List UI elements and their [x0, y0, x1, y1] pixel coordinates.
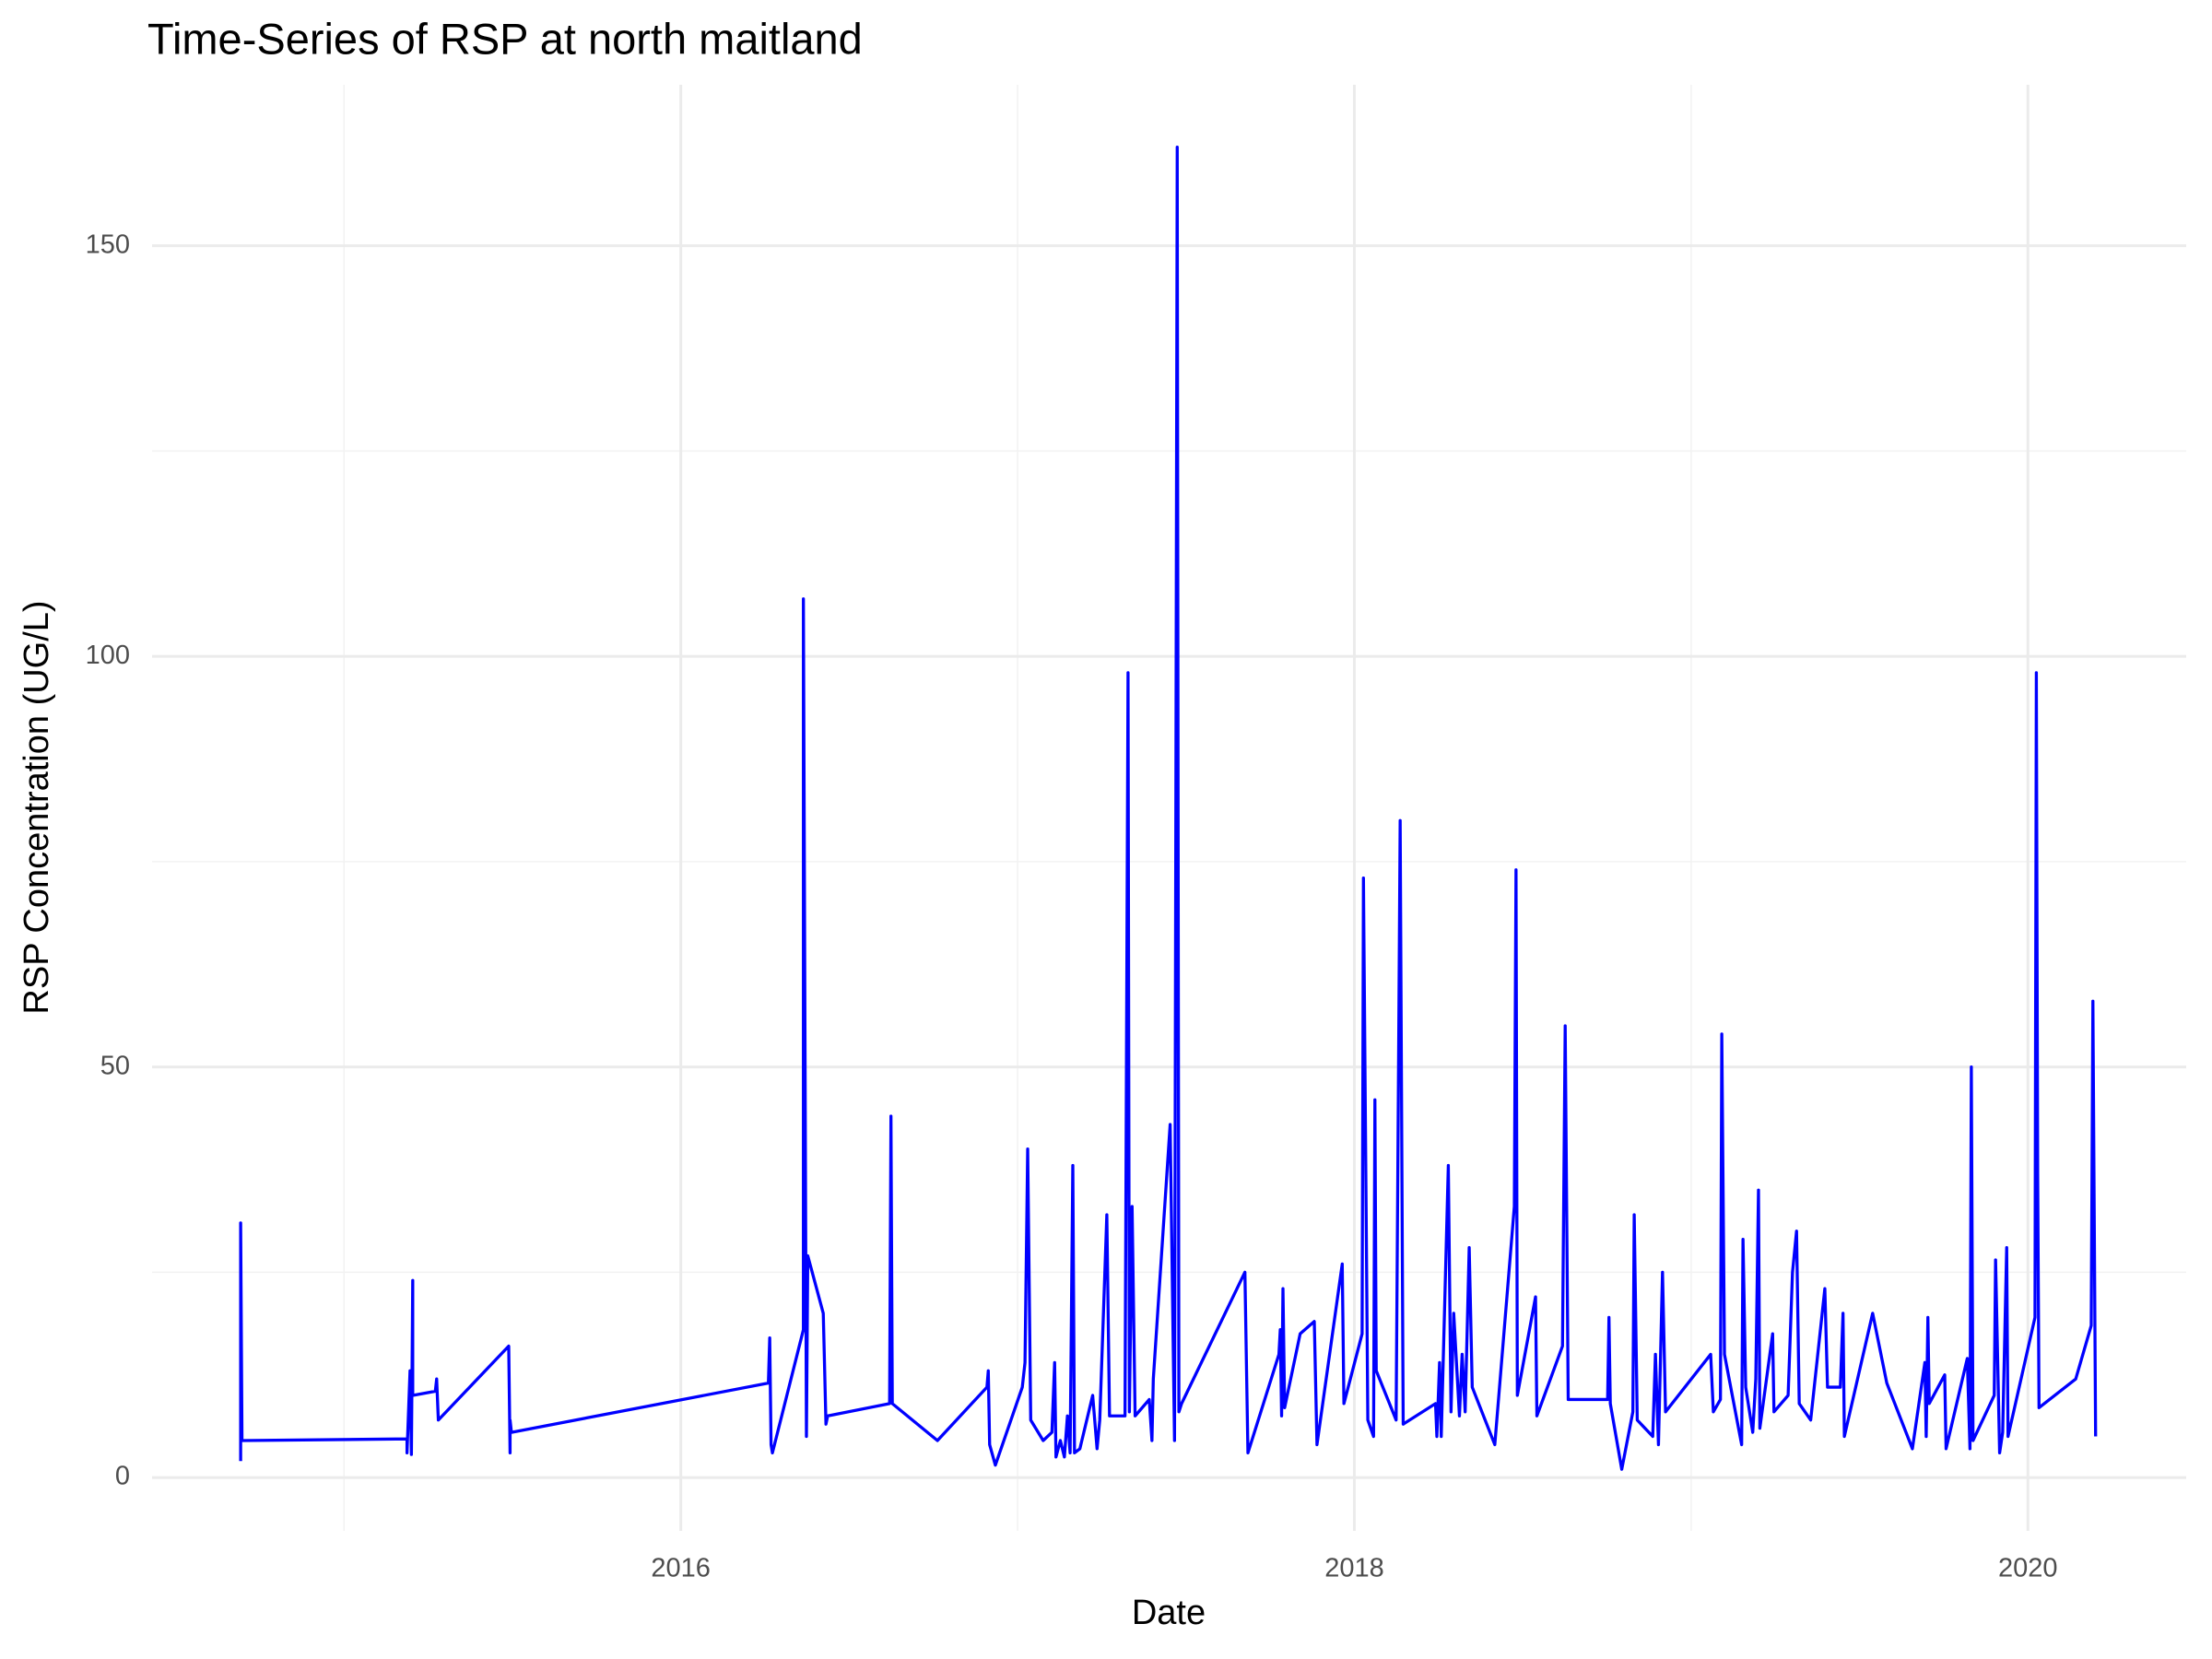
x-tick-label: 2020 — [1998, 1554, 2058, 1583]
x-tick-label: 2018 — [1324, 1554, 1384, 1583]
x-axis-title: Date — [1132, 1594, 1206, 1632]
x-tick-label: 2016 — [651, 1554, 711, 1583]
y-tick-label: 0 — [115, 1462, 130, 1491]
y-tick-label: 50 — [100, 1051, 130, 1080]
y-tick-label: 150 — [86, 229, 130, 259]
y-axis-title: RSP Concentration (UG/L) — [18, 600, 56, 1014]
y-tick-label: 100 — [86, 641, 130, 670]
data-line — [239, 146, 2098, 1471]
chart-title: Time-Series of RSP at north maitland — [147, 14, 863, 63]
